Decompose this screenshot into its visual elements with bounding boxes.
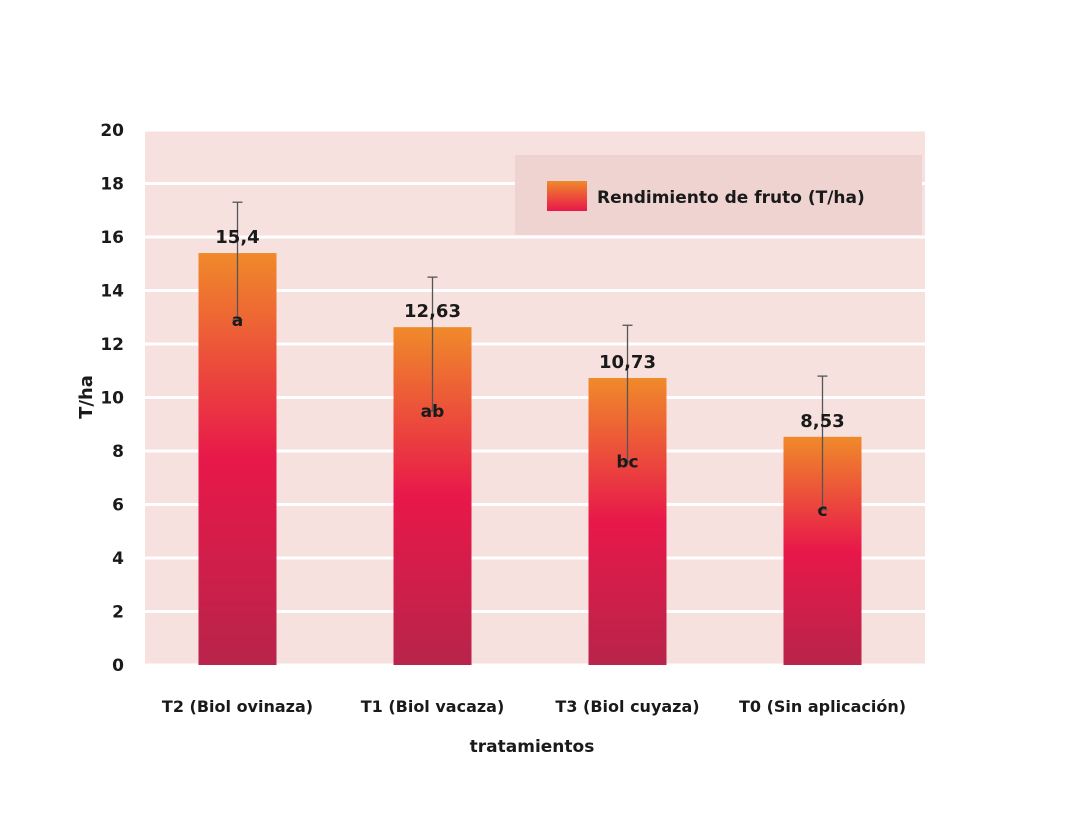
significance-letter: a xyxy=(232,311,243,331)
x-axis-ticks: T2 (Biol ovinaza) T1 (Biol vacaza) T3 (Bio… xyxy=(162,697,906,716)
significance-letter: bc xyxy=(616,453,638,473)
bars: 15,4 a 12,63 ab 10,73 bc 8,53 c xyxy=(198,201,862,666)
y-axis-label: T/ha xyxy=(76,375,97,419)
y-tick-label: 20 xyxy=(100,121,124,141)
legend-swatch xyxy=(547,181,587,211)
data-label: 15,4 xyxy=(215,227,259,248)
data-label: 8,53 xyxy=(800,411,844,432)
legend: Rendimiento de fruto (T/ha) xyxy=(515,155,922,235)
x-axis-label: tratamientos xyxy=(470,737,595,757)
x-tick-label: T0 (Sin aplicación) xyxy=(739,697,906,716)
y-tick-label: 4 xyxy=(112,549,124,569)
y-tick-label: 6 xyxy=(112,496,124,516)
y-tick-label: 8 xyxy=(112,442,124,462)
legend-label: Rendimiento de fruto (T/ha) xyxy=(597,188,865,208)
y-tick-label: 18 xyxy=(100,175,124,195)
significance-letter: c xyxy=(817,501,827,521)
y-tick-label: 14 xyxy=(100,282,124,302)
y-tick-label: 12 xyxy=(100,335,124,355)
x-tick-label: T2 (Biol ovinaza) xyxy=(162,697,313,716)
x-tick-label: T1 (Biol vacaza) xyxy=(361,697,505,716)
y-tick-label: 10 xyxy=(100,389,124,409)
x-tick-label: T3 (Biol cuyaza) xyxy=(555,697,699,716)
y-axis-ticks: 0 2 4 6 8 10 12 14 16 18 20 xyxy=(100,121,124,676)
data-label: 12,63 xyxy=(404,301,461,322)
y-tick-label: 16 xyxy=(100,228,124,248)
y-tick-label: 0 xyxy=(112,656,124,676)
y-tick-label: 2 xyxy=(112,603,124,623)
significance-letter: ab xyxy=(421,402,445,422)
bar xyxy=(198,253,277,666)
data-label: 10,73 xyxy=(599,352,656,373)
